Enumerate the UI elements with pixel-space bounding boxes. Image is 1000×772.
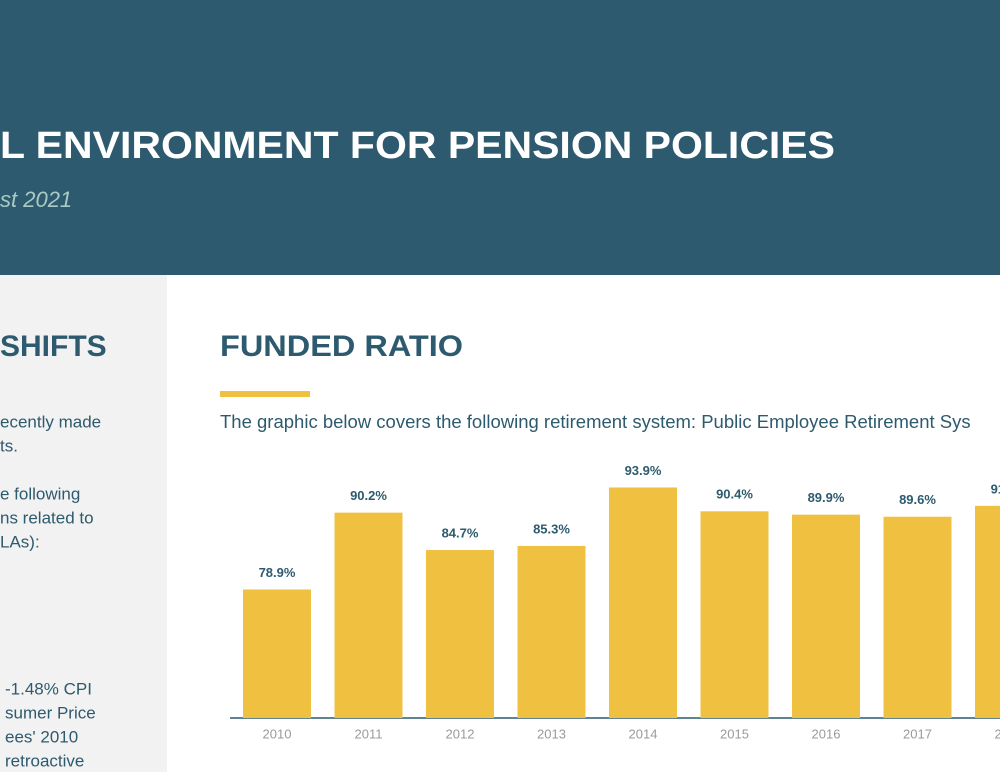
bar (517, 545, 586, 718)
x-tick-label: 2010 (263, 726, 292, 741)
value-label: 91.2% (991, 481, 1000, 496)
x-tick-label: 2013 (537, 726, 566, 741)
x-tick-label: 2014 (629, 726, 658, 741)
bar (426, 550, 494, 718)
bar (700, 511, 769, 718)
value-label: 78.9% (259, 565, 296, 580)
sidebar-text: e following (0, 484, 80, 503)
x-tick-label: 2011 (355, 726, 383, 741)
heading-underline (220, 391, 310, 397)
sidebar-text: retroactive (5, 751, 84, 770)
value-label: 89.9% (808, 490, 845, 505)
value-label: 93.9% (625, 463, 662, 478)
sidebar-text: sumer Price (5, 703, 96, 722)
x-tick-label: 2016 (812, 726, 841, 741)
x-tick-label: 2017 (903, 726, 932, 741)
page-title: L ENVIRONMENT FOR PENSION POLICIES (0, 125, 835, 167)
sidebar-text: -1.48% CPI (5, 679, 92, 698)
bar (883, 516, 952, 718)
header-band (0, 0, 1000, 275)
x-tick-label: 2012 (446, 726, 475, 741)
x-tick-label: 2018 (995, 726, 1000, 741)
x-tick-label: 2015 (720, 726, 749, 741)
sidebar-text: ees' 2010 (5, 727, 78, 746)
sidebar-text: ns related to (0, 508, 94, 527)
bar (792, 514, 860, 718)
sidebar-text: ecently made (0, 412, 101, 431)
page-subtitle: st 2021 (0, 187, 72, 212)
value-label: 90.4% (716, 487, 753, 502)
value-label: 90.2% (350, 488, 387, 503)
bar (334, 512, 403, 718)
sidebar-panel (0, 275, 167, 772)
sidebar-text: ts. (0, 436, 18, 455)
bar (975, 505, 1000, 718)
value-label: 84.7% (442, 525, 479, 540)
value-label: 85.3% (533, 521, 570, 536)
bar (609, 487, 677, 718)
section-heading: FUNDED RATIO (220, 330, 463, 363)
section-description: The graphic below covers the following r… (220, 411, 971, 432)
sidebar-heading: SHIFTS (0, 330, 107, 363)
value-label: 89.6% (899, 492, 936, 507)
sidebar-text: LAs): (0, 532, 40, 551)
bar (243, 589, 311, 718)
